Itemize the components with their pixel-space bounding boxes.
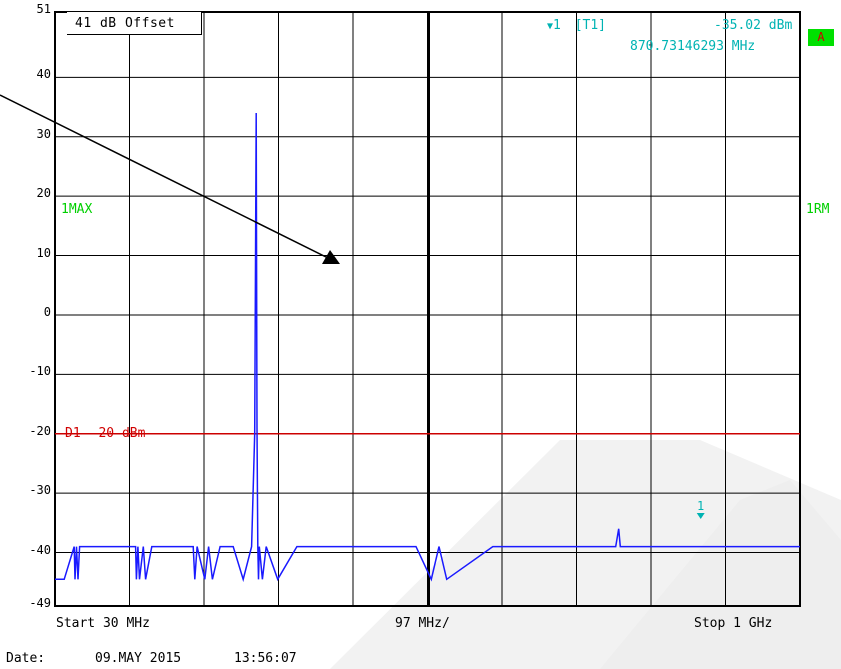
plot-frame — [54, 11, 801, 607]
y-tick-label: 30 — [36, 126, 51, 141]
marker-readout: ▼1 [T1] — [547, 19, 606, 34]
annotation-arrow — [0, 94, 329, 259]
y-tick-label: -49 — [29, 596, 51, 610]
marker-triangle-icon: ▼ — [547, 21, 554, 32]
y-tick-label: -40 — [29, 542, 51, 557]
trace-mode-label: 1MAX — [61, 202, 93, 217]
y-tick-label: -20 — [29, 423, 51, 438]
marker-frequency: 870.73146293 MHz — [630, 39, 756, 54]
grid — [55, 12, 800, 606]
marker-flag-label: 1 — [697, 499, 705, 513]
start-frequency: Start 30 MHz — [56, 616, 150, 631]
marker-type: [T1] — [574, 18, 606, 33]
y-tick-label: -10 — [29, 364, 51, 379]
date-value: 09.MAY 2015 — [95, 651, 182, 666]
marker-id: 1 — [553, 18, 561, 33]
trace-detector-label: 1RM — [806, 202, 830, 217]
y-tick-label: 0 — [43, 304, 51, 319]
date-label: Date: — [6, 651, 46, 666]
stop-frequency: Stop 1 GHz — [694, 616, 773, 631]
y-tick-label: 51 — [36, 2, 51, 16]
y-tick-label: 20 — [36, 186, 51, 201]
frequency-per-division: 97 MHz/ — [395, 616, 450, 631]
trace-a-badge: A — [808, 29, 834, 46]
marker-level: -35.02 dBm — [714, 18, 793, 33]
y-tick-label: 40 — [36, 67, 51, 82]
time-value: 13:56:07 — [234, 651, 297, 666]
display-line-label: D1 20 dBm — [65, 427, 145, 441]
display-line-value: 20 dBm — [98, 426, 146, 441]
annotation-arrowhead-icon — [322, 250, 340, 264]
marker-1-icon — [696, 512, 705, 519]
y-tick-label: -30 — [29, 483, 51, 498]
spectrum-trace — [55, 112, 800, 583]
y-tick-label: 10 — [36, 245, 51, 260]
display-line-id: D1 — [65, 426, 81, 441]
ref-offset-box: 41 dB Offset — [67, 12, 202, 35]
ref-offset-label: 41 dB Offset — [75, 16, 175, 31]
